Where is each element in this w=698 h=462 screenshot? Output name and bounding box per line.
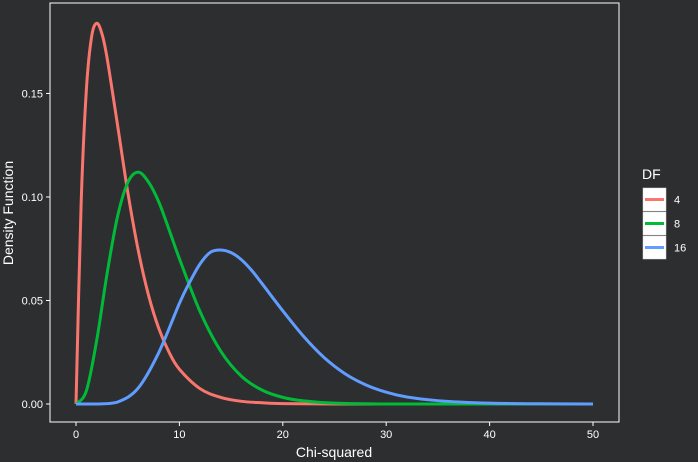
x-axis-title: Chi-squared	[296, 444, 372, 460]
x-tick-label: 10	[173, 429, 185, 441]
legend-label-df-8: 8	[674, 219, 680, 231]
y-tick-label: 0.05	[22, 295, 43, 307]
series-layer	[74, 21, 594, 406]
plot-panel	[49, 2, 620, 423]
x-tick-label: 40	[483, 429, 495, 441]
x-tick-label: 30	[380, 429, 392, 441]
y-axis-title: Density Function	[0, 161, 16, 265]
y-axis: 0.00 0.05 0.10 0.15	[22, 88, 50, 411]
series-line-df-8	[74, 170, 593, 406]
x-axis: 0 10 20 30 40 50	[73, 422, 599, 441]
series-line-df-4	[74, 21, 593, 406]
legend-title: DF	[642, 166, 661, 182]
x-tick-label: 50	[587, 429, 599, 441]
y-tick-label: 0.00	[22, 399, 43, 411]
y-tick-label: 0.10	[22, 192, 43, 204]
legend: DF 4 8 16	[642, 166, 686, 260]
legend-label-df-16: 16	[674, 243, 686, 255]
y-tick-label: 0.15	[22, 88, 43, 100]
legend-items: 4 8 16	[642, 187, 686, 260]
legend-label-df-4: 4	[674, 195, 680, 207]
x-tick-label: 0	[73, 429, 79, 441]
x-tick-label: 20	[277, 429, 289, 441]
series-line-df-16	[75, 248, 594, 406]
